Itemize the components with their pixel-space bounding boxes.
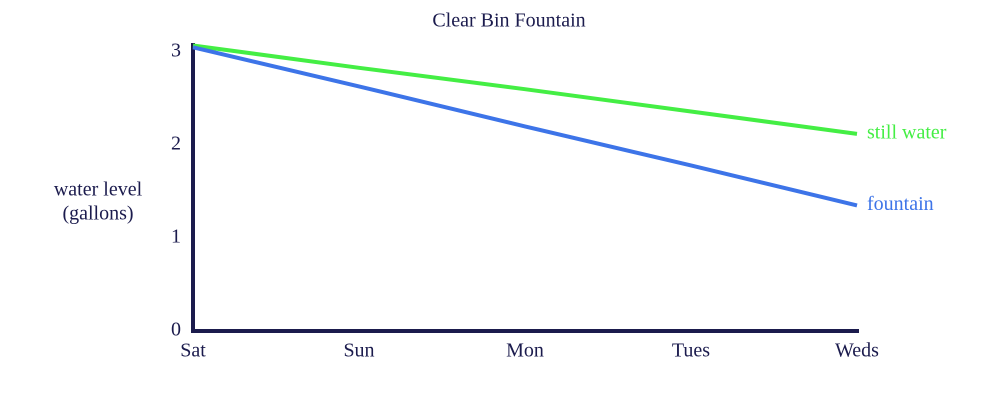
series-label: still water [867, 121, 947, 143]
x-tick-label: Sat [180, 340, 206, 362]
series-line [192, 43, 858, 136]
y-tick-label: 0 [171, 319, 181, 341]
series-line [192, 45, 858, 208]
y-tick-label: 2 [171, 133, 181, 155]
x-tick-label: Mon [506, 340, 544, 362]
y-tick-label: 1 [171, 226, 181, 248]
y-tick-label: 3 [171, 40, 181, 62]
y-axis-label: water level [54, 179, 143, 201]
x-tick-label: Sun [343, 340, 374, 362]
y-axis-label: (gallons) [62, 203, 133, 225]
x-tick-label: Tues [672, 340, 710, 362]
series-label: fountain [867, 193, 934, 215]
x-tick-label: Weds [835, 340, 879, 362]
chart-title: Clear Bin Fountain [432, 10, 585, 32]
